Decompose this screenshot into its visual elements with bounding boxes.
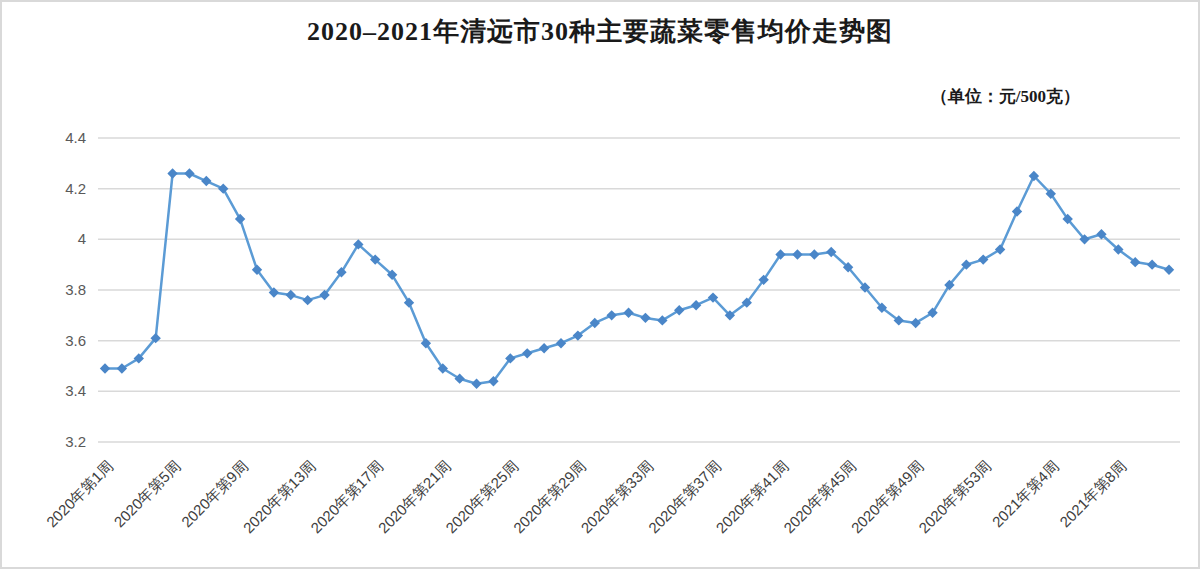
x-tick-label: 2021年第8周 [1056,457,1129,530]
data-point-marker [286,290,296,300]
data-points [100,168,1174,389]
data-point-marker [556,338,566,348]
data-point-marker [235,214,245,224]
line-chart-svg: 3.23.43.63.844.24.42020年第1周2020年第5周2020年… [2,2,1200,569]
x-axis-labels: 2020年第1周2020年第5周2020年第9周2020年第13周2020年第1… [43,457,1130,536]
data-point-marker [539,343,549,353]
data-point-marker [691,300,701,310]
data-point-marker [184,168,194,178]
data-point-marker [1147,259,1157,269]
y-tick-label: 4.2 [65,180,86,197]
y-tick-label: 3.4 [65,382,86,399]
y-tick-label: 3.2 [65,433,86,450]
data-point-marker [167,168,177,178]
data-point-marker [100,363,110,373]
data-point-marker [623,308,633,318]
data-point-marker [640,313,650,323]
data-point-marker [1164,265,1174,275]
x-tick-label: 2021年第4周 [989,457,1062,530]
y-tick-label: 3.8 [65,281,86,298]
data-point-marker [201,176,211,186]
price-line [105,174,1169,384]
data-point-marker [792,249,802,259]
x-tick-label: 2020年第1周 [43,457,116,530]
y-gridlines [98,138,1180,442]
data-point-marker [606,310,616,320]
data-point-marker [218,183,228,193]
y-tick-label: 4 [78,230,86,247]
y-axis-labels: 3.2 3.4 3.6 3.8 4 4.2 4.4 [65,129,86,450]
data-point-marker [809,249,819,259]
x-tick-label: 2020年第5周 [110,457,183,530]
y-tick-label: 4.4 [65,129,86,146]
x-tick-label: 2020年第9周 [178,457,251,530]
data-point-marker [522,348,532,358]
data-point-marker [302,295,312,305]
chart-container: 2020–2021年清远市30种主要蔬菜零售均价走势图 （单位：元/500克） … [0,0,1200,569]
x-tick-label: 2020年第53周 [915,457,994,536]
data-point-marker [1012,206,1022,216]
data-point-marker [471,379,481,389]
y-tick-label: 3.6 [65,332,86,349]
